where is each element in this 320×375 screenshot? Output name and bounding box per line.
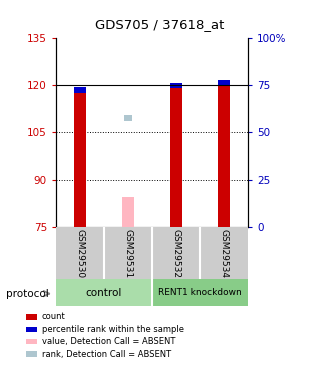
Bar — [218, 80, 230, 86]
Bar — [218, 83, 230, 227]
Bar — [74, 91, 86, 227]
Text: protocol: protocol — [6, 289, 49, 298]
Text: rank, Detection Call = ABSENT: rank, Detection Call = ABSENT — [42, 350, 171, 358]
Text: GSM29531: GSM29531 — [124, 228, 132, 278]
Bar — [74, 87, 86, 93]
Text: RENT1 knockdown: RENT1 knockdown — [158, 288, 242, 297]
Bar — [122, 197, 134, 227]
Text: GSM29532: GSM29532 — [172, 229, 180, 278]
Text: percentile rank within the sample: percentile rank within the sample — [42, 325, 184, 334]
Bar — [170, 83, 182, 88]
Text: GDS705 / 37618_at: GDS705 / 37618_at — [95, 18, 225, 31]
Text: control: control — [86, 288, 122, 297]
Text: GSM29530: GSM29530 — [76, 228, 84, 278]
Text: value, Detection Call = ABSENT: value, Detection Call = ABSENT — [42, 337, 175, 346]
Bar — [56, 279, 152, 306]
Text: GSM29534: GSM29534 — [220, 229, 228, 278]
Bar — [124, 115, 132, 121]
Bar — [152, 279, 248, 306]
Text: count: count — [42, 312, 65, 321]
Bar — [170, 86, 182, 227]
